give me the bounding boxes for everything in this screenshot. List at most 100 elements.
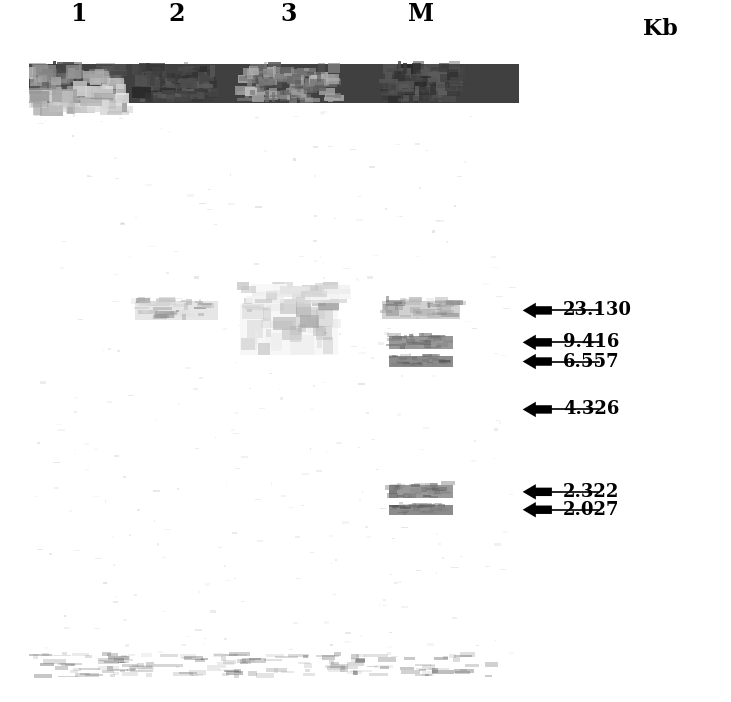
Bar xyxy=(272,92,275,102)
Bar xyxy=(325,291,332,300)
Bar xyxy=(141,653,152,656)
Bar xyxy=(311,77,327,79)
Bar xyxy=(452,617,458,619)
Bar xyxy=(409,504,425,507)
Bar xyxy=(420,187,421,190)
Bar xyxy=(159,311,177,314)
Bar xyxy=(304,663,311,668)
Bar xyxy=(397,91,413,96)
Bar xyxy=(324,621,329,624)
Bar xyxy=(426,298,433,305)
Bar xyxy=(9,661,21,665)
Bar xyxy=(318,303,339,310)
Bar xyxy=(58,676,77,677)
Bar xyxy=(401,670,420,674)
Bar xyxy=(72,653,88,656)
Bar xyxy=(430,483,438,487)
Bar xyxy=(444,300,457,305)
Bar xyxy=(197,88,203,95)
Bar xyxy=(428,302,431,307)
Bar xyxy=(52,88,77,102)
Bar xyxy=(252,291,270,305)
Bar xyxy=(425,675,429,676)
Bar xyxy=(270,333,281,351)
Bar xyxy=(326,93,341,98)
Bar xyxy=(443,340,453,343)
Bar xyxy=(264,97,278,100)
Bar xyxy=(455,671,470,674)
Bar xyxy=(382,605,387,606)
Bar xyxy=(493,458,496,459)
Bar xyxy=(359,499,361,501)
Bar xyxy=(224,637,227,640)
Bar xyxy=(262,308,271,321)
Bar xyxy=(296,307,318,327)
Bar xyxy=(495,640,496,641)
Bar xyxy=(180,313,194,317)
Bar xyxy=(427,643,433,646)
Bar xyxy=(380,88,389,91)
Bar xyxy=(306,669,310,672)
Bar xyxy=(264,659,281,661)
Bar xyxy=(389,505,453,515)
Bar xyxy=(371,357,374,359)
Bar xyxy=(213,654,238,656)
Bar xyxy=(113,672,119,675)
Bar xyxy=(322,299,346,303)
Bar xyxy=(390,484,405,488)
Bar xyxy=(493,428,498,431)
Bar xyxy=(241,456,248,458)
Bar xyxy=(319,88,335,95)
Bar xyxy=(420,76,431,78)
Bar xyxy=(89,176,93,178)
Bar xyxy=(243,77,255,80)
Bar xyxy=(379,79,398,83)
Bar xyxy=(249,69,254,79)
Bar xyxy=(159,88,174,95)
Bar xyxy=(182,77,188,80)
Bar xyxy=(320,112,324,114)
Bar xyxy=(446,241,447,243)
Bar xyxy=(395,302,406,303)
Bar xyxy=(31,96,48,107)
Bar xyxy=(387,68,398,74)
Bar xyxy=(373,255,378,256)
Bar xyxy=(54,487,58,489)
Bar xyxy=(436,571,437,574)
Bar xyxy=(154,308,170,314)
Bar xyxy=(424,94,438,99)
Bar xyxy=(64,627,69,628)
Bar xyxy=(146,74,152,77)
Bar xyxy=(301,94,306,97)
Bar xyxy=(53,654,71,656)
Bar xyxy=(314,83,326,91)
Bar xyxy=(63,96,73,105)
Bar xyxy=(102,80,117,89)
Bar xyxy=(325,333,327,334)
Bar xyxy=(224,580,230,581)
Bar xyxy=(165,78,175,82)
Bar xyxy=(362,347,366,348)
Bar xyxy=(295,80,302,86)
Bar xyxy=(400,510,406,512)
Bar xyxy=(438,505,445,508)
Bar xyxy=(255,336,257,350)
Bar xyxy=(414,81,427,91)
Bar xyxy=(317,284,340,292)
Bar xyxy=(58,78,63,84)
Bar xyxy=(58,663,82,665)
Bar xyxy=(208,208,211,210)
Bar xyxy=(111,72,124,79)
Bar xyxy=(129,256,132,258)
Bar xyxy=(397,341,403,342)
Bar xyxy=(435,490,440,494)
Bar xyxy=(94,628,100,629)
Bar xyxy=(439,360,448,364)
Bar xyxy=(187,82,193,89)
Bar xyxy=(409,86,411,91)
Bar xyxy=(303,79,309,89)
Bar xyxy=(412,62,420,74)
Bar xyxy=(419,87,435,91)
Bar xyxy=(240,662,248,663)
Bar xyxy=(428,303,433,305)
